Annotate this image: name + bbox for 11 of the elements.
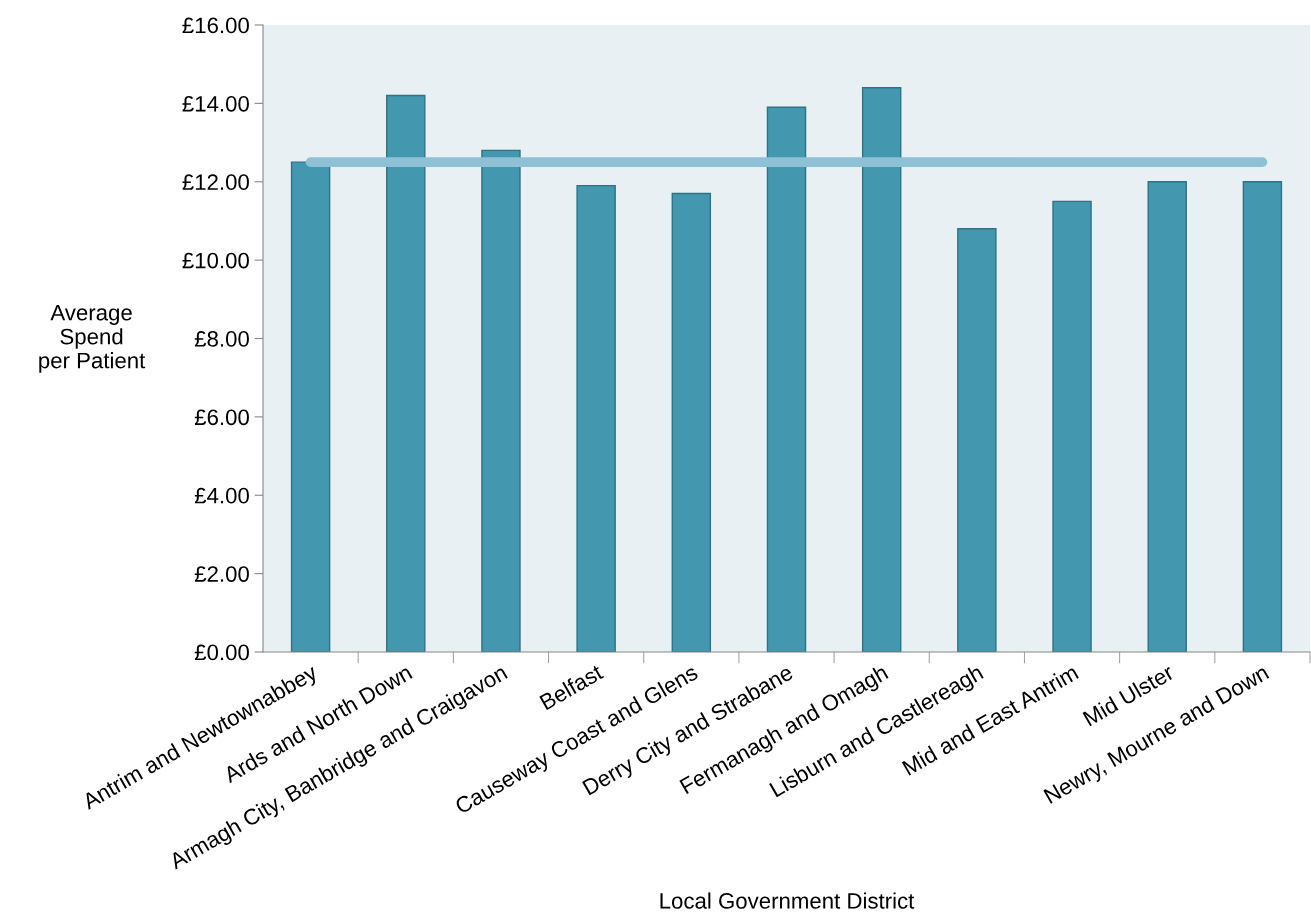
y-tick-label: £14.00 — [182, 95, 249, 112]
y-tick-label: £2.00 — [194, 566, 249, 582]
y-tick-label: £8.00 — [194, 331, 249, 347]
y-tick-label: £6.00 — [194, 409, 249, 426]
x-axis-title: Local Government District — [660, 892, 915, 909]
y-tick-label: £4.00 — [194, 487, 249, 504]
y-tick-label: £12.00 — [182, 174, 249, 191]
y-tick-label: £16.00 — [182, 17, 249, 34]
y-axis-title: Average Spend per Patient — [39, 305, 146, 373]
y-tick-label: £10.00 — [182, 252, 249, 269]
y-tick-label: £0.00 — [194, 644, 249, 661]
